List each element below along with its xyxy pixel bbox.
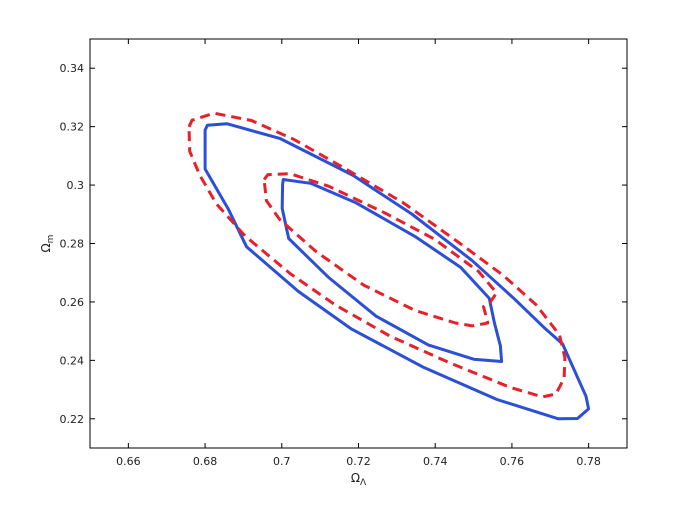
- y-axis: 0.22 0.24 0.26 0.28 0.3 0.32 0.34: [60, 62, 627, 426]
- x-axis-label: ΩΛ: [351, 471, 367, 488]
- x-tick-label: 0.74: [423, 455, 448, 468]
- y-tick-label: 0.3: [67, 179, 85, 192]
- contour-solid-inner: [280, 178, 504, 363]
- x-tick-label: 0.78: [576, 455, 601, 468]
- y-tick-label: 0.34: [60, 62, 85, 75]
- x-tick-label: 0.72: [346, 455, 371, 468]
- x-tick-label: 0.7: [273, 455, 291, 468]
- y-tick-label: 0.24: [60, 354, 85, 367]
- x-tick-label: 0.68: [193, 455, 218, 468]
- contour-layer: [187, 111, 591, 421]
- contour-dashed-outer: [187, 111, 567, 399]
- contour-solid-outer: [203, 122, 591, 421]
- plot-frame: [89, 38, 628, 449]
- contour-dashed-inner: [262, 172, 499, 328]
- y-axis-label: Ωm: [39, 235, 56, 253]
- y-tick-label: 0.32: [60, 121, 85, 134]
- y-tick-label: 0.22: [60, 413, 85, 426]
- x-axis: 0.66 0.68 0.7 0.72 0.74 0.76 0.78: [116, 39, 601, 468]
- x-tick-label: 0.66: [116, 455, 141, 468]
- y-tick-label: 0.28: [60, 238, 85, 251]
- y-tick-label: 0.26: [60, 296, 85, 309]
- x-tick-label: 0.76: [500, 455, 525, 468]
